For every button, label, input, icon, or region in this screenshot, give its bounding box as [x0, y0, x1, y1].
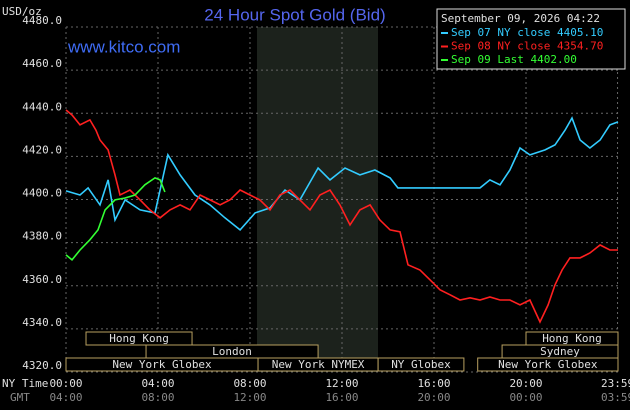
site-label: www.kitco.com [67, 37, 180, 56]
y-axis-label: USD/oz [2, 5, 42, 18]
session-label: London [212, 345, 252, 358]
x2-tick-label: 03:59 [601, 391, 630, 404]
y-tick-label: 4400.0 [22, 187, 62, 200]
price-line [65, 109, 618, 324]
y-tick-label: 4380.0 [22, 230, 62, 243]
x-tick-label: 04:00 [141, 377, 174, 390]
legend-entry: Sep 07 NY close 4405.10 [451, 26, 603, 39]
session-box [377, 357, 465, 372]
legend-entry: Sep 08 NY close 4354.70 [451, 40, 603, 53]
session-label: NY Globex [391, 358, 451, 371]
y-tick-label: 4360.0 [22, 273, 62, 286]
session-box [477, 357, 619, 372]
session-label: New York NYMEX [272, 358, 365, 371]
plot: 4320.0 4340.0 4360.0 4380.0 4400.0 4420.0 4440… [22, 14, 630, 404]
session-label: New York Globex [112, 358, 212, 371]
x2-tick-label: 00:00 [509, 391, 542, 404]
x2-tick-label: 08:00 [141, 391, 174, 404]
y-tick-label: 4480.0 [22, 14, 62, 27]
y-tick-label: 4340.0 [22, 316, 62, 329]
x-tick-label: 08:00 [233, 377, 266, 390]
chart-title: 24 Hour Spot Gold (Bid) [204, 5, 385, 24]
y-tick-label: 4320.0 [22, 359, 62, 372]
x-tick-label: 23:59 [601, 377, 630, 390]
x2-tick-label: 12:00 [233, 391, 266, 404]
price-line [65, 116, 619, 231]
x-tick-label: 20:00 [509, 377, 542, 390]
legend-box [436, 8, 626, 70]
legend-entry: Sep 09 Last 4402.00 [451, 53, 577, 66]
x2-tick-label: 20:00 [417, 391, 450, 404]
x2-tick-label: 04:00 [49, 391, 82, 404]
x-tick-label: 12:00 [325, 377, 358, 390]
session-box [85, 331, 193, 346]
y-tick-label: 4460.0 [22, 57, 62, 70]
x2-tick-label: 16:00 [325, 391, 358, 404]
price-line [65, 177, 166, 262]
session-label: New York Globex [498, 358, 598, 371]
x-tick-label: 00:00 [49, 377, 82, 390]
x2-axis-label: GMT [10, 391, 30, 404]
y-tick-label: 4420.0 [22, 143, 62, 156]
legend-date: September 09, 2026 04:22 [441, 12, 600, 25]
session-label: Hong Kong [109, 332, 169, 345]
session-label: Sydney [540, 345, 580, 358]
x-tick-label: 16:00 [417, 377, 450, 390]
x-axis-label: NY Time [2, 377, 48, 390]
y-tick-label: 4440.0 [22, 100, 62, 113]
session-label: Hong Kong [542, 332, 602, 345]
